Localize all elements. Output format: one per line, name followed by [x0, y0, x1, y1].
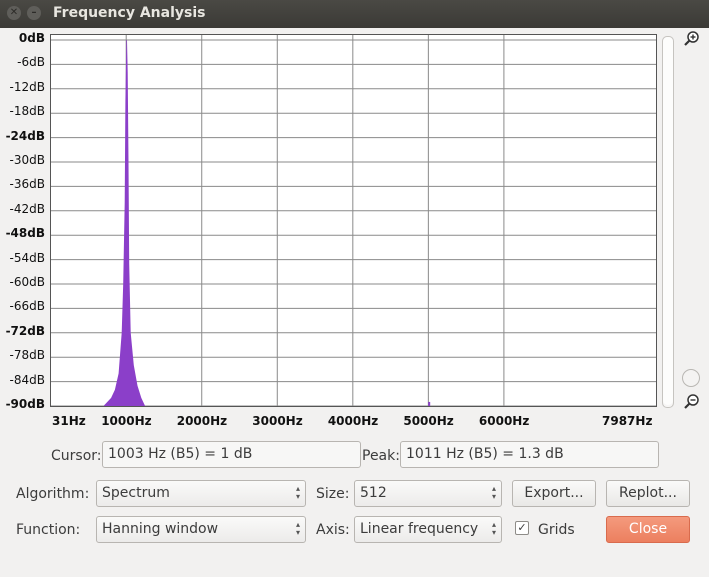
axis-label: Axis: — [316, 522, 350, 538]
zoom-slider-handle[interactable] — [682, 369, 700, 387]
y-tick-label: -42dB — [9, 201, 45, 216]
function-value: Hanning window — [102, 521, 219, 537]
spectrum-series — [103, 40, 146, 406]
algorithm-select[interactable]: Spectrum ▴ ▾ — [96, 480, 306, 507]
size-value: 512 — [360, 485, 387, 501]
grids-label[interactable]: Grids — [538, 522, 575, 538]
algorithm-label: Algorithm: — [16, 486, 90, 502]
close-icon[interactable]: ✕ — [7, 6, 21, 20]
title-bar: ✕ – Frequency Analysis — [0, 0, 709, 28]
y-tick-label: 0dB — [18, 31, 45, 45]
updown-icon: ▴ ▾ — [491, 520, 496, 537]
size-label: Size: — [316, 486, 350, 502]
x-tick-label: 1000Hz — [101, 414, 152, 428]
size-select[interactable]: 512 ▴ ▾ — [354, 480, 502, 507]
algorithm-value: Spectrum — [102, 485, 170, 501]
spectrum-svg — [51, 35, 656, 406]
updown-icon: ▴ ▾ — [295, 520, 300, 537]
y-tick-label: -60dB — [9, 275, 45, 289]
replot-button[interactable]: Replot... — [606, 480, 690, 507]
peak-field[interactable]: 1011 Hz (B5) = 1.3 dB — [400, 441, 659, 468]
y-tick-label: -66dB — [9, 299, 45, 314]
zoom-in-icon[interactable] — [684, 31, 700, 47]
y-tick-label: -78dB — [9, 348, 45, 363]
minimize-icon[interactable]: – — [27, 6, 41, 20]
window-title: Frequency Analysis — [53, 5, 206, 21]
y-tick-label: -36dB — [9, 177, 45, 192]
scrollbar-thumb[interactable] — [663, 37, 673, 405]
vertical-scrollbar[interactable] — [662, 36, 674, 408]
y-tick-label: -24dB — [5, 128, 45, 143]
spectrum-plot[interactable] — [50, 34, 657, 407]
axis-select[interactable]: Linear frequency ▴ ▾ — [354, 516, 502, 543]
y-tick-label: -84dB — [9, 372, 45, 387]
y-tick-label: -18dB — [9, 104, 45, 119]
cursor-field[interactable]: 1003 Hz (B5) = 1 dB — [102, 441, 361, 468]
axis-value: Linear frequency — [360, 521, 479, 537]
function-select[interactable]: Hanning window ▴ ▾ — [96, 516, 306, 543]
zoom-out-icon[interactable] — [684, 394, 700, 410]
y-tick-label: -12dB — [9, 79, 45, 94]
x-tick-label: 5000Hz — [403, 414, 454, 428]
y-tick-label: -30dB — [9, 153, 45, 167]
close-button[interactable]: Close — [606, 516, 690, 543]
y-tick-label: -48dB — [5, 226, 45, 241]
x-tick-label: 31Hz — [52, 414, 86, 428]
updown-icon: ▴ ▾ — [491, 484, 496, 501]
y-tick-label: -72dB — [5, 323, 45, 338]
y-tick-label: -6dB — [17, 55, 45, 70]
x-tick-label: 3000Hz — [252, 414, 303, 428]
export-button[interactable]: Export... — [512, 480, 596, 507]
peak-label: Peak: — [362, 448, 400, 464]
x-tick-label: 7987Hz — [602, 414, 653, 428]
y-tick-label: -90dB — [5, 397, 45, 411]
function-label: Function: — [16, 522, 81, 538]
cursor-label: Cursor: — [51, 448, 102, 464]
grids-checkbox[interactable]: ✓ — [515, 521, 529, 535]
x-tick-label: 2000Hz — [176, 414, 228, 428]
x-tick-label: 6000Hz — [478, 414, 530, 428]
y-tick-label: -54dB — [9, 250, 45, 265]
updown-icon: ▴ ▾ — [295, 484, 300, 501]
x-tick-label: 4000Hz — [327, 414, 379, 428]
